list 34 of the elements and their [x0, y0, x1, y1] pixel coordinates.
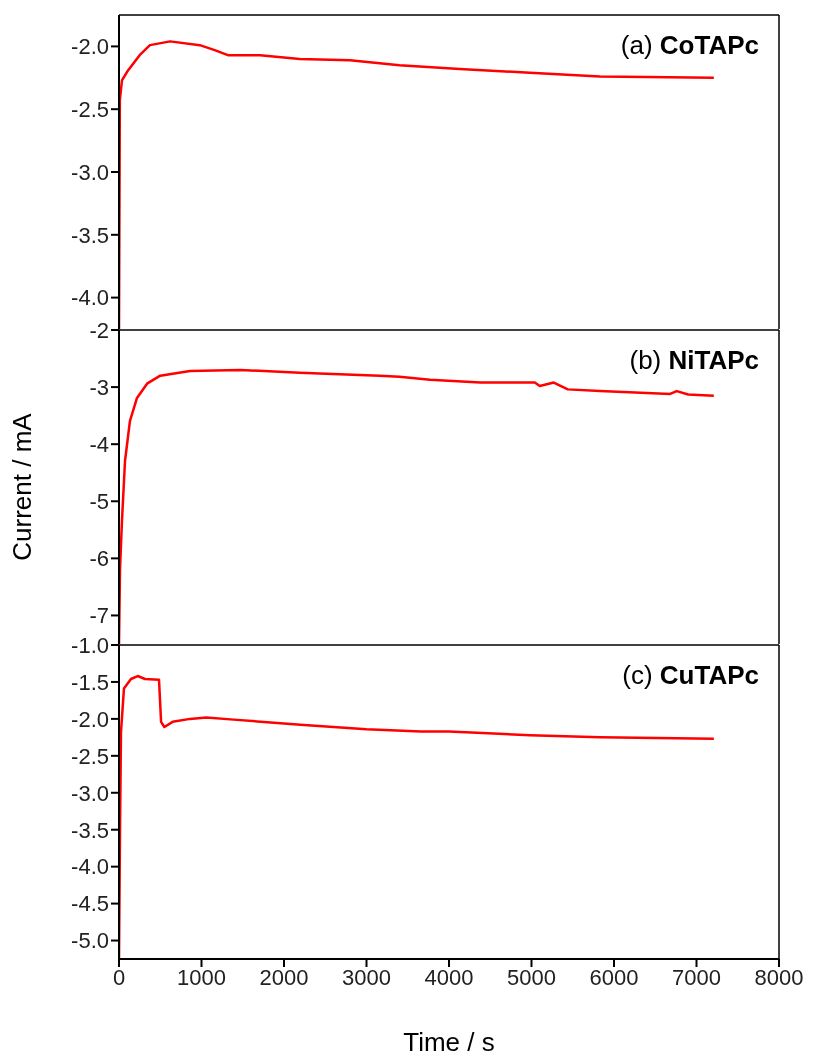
y-tick-label: -5: [89, 489, 109, 515]
annotation: (b) NiTAPc: [629, 345, 759, 376]
y-tick-label: -1.0: [71, 632, 109, 658]
x-tick-label: 8000: [754, 964, 804, 990]
y-tick-label: -7: [89, 603, 109, 629]
y-tick-label: -2.0: [71, 34, 109, 60]
y-tick-label: -6: [89, 546, 109, 572]
y-tick-label: -2.0: [71, 706, 109, 732]
y-tick-label: -1.5: [71, 669, 109, 695]
y-tick-label: -4.5: [71, 891, 109, 917]
y-tick-label: -4.0: [71, 854, 109, 880]
x-tick-label: 7000: [672, 964, 721, 990]
y-axis-title: Current / mA: [7, 412, 38, 561]
x-tick-label: 3000: [342, 964, 391, 990]
y-tick-label: -2.5: [71, 97, 109, 123]
y-tick-label: -3: [89, 374, 109, 400]
x-tick-label: 6000: [589, 964, 639, 990]
x-tick-label: 2000: [259, 964, 309, 990]
y-tick-label: -2: [89, 317, 109, 343]
y-tick-label: -3.0: [71, 780, 109, 806]
y-tick-label: -3.0: [71, 159, 109, 185]
x-tick-label: 5000: [507, 964, 556, 990]
y-tick-label: -4: [89, 431, 109, 457]
y-tick-label: -2.5: [71, 743, 109, 769]
x-tick-label: 4000: [424, 964, 474, 990]
annotation: (a) CoTAPc: [620, 30, 759, 61]
annotation: (c) CuTAPc: [622, 660, 759, 691]
y-tick-label: -3.5: [71, 817, 109, 843]
y-tick-label: -5.0: [71, 928, 109, 954]
x-tick-label: 1000: [177, 964, 226, 990]
x-tick-label: 0: [112, 964, 126, 990]
y-tick-label: -4.0: [71, 285, 109, 311]
y-tick-label: -3.5: [71, 222, 109, 248]
x-axis-title: Time / s: [403, 1027, 495, 1057]
